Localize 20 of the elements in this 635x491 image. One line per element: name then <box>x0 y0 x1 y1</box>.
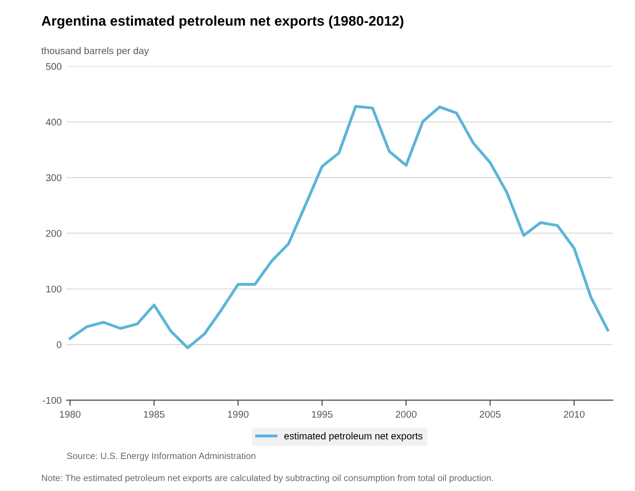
y-tick-label: 100 <box>46 286 62 292</box>
x-tick-label: 1985 <box>144 410 164 418</box>
text: Note: The estimated petroleum net exports are calculated by subtracting oil consumption from total oil production. <box>42 474 493 483</box>
y-tick-label: 0 <box>56 341 62 348</box>
x-tick-label: 1980 <box>60 410 80 418</box>
y-tick-label: 500 <box>46 63 62 70</box>
legend-label: estimated petroleum net exports <box>284 432 422 442</box>
y-tick-label: 300 <box>46 174 62 182</box>
source-note: Source: U.S. Energy Information Administration <box>67 452 256 461</box>
chart-title: Argentina estimated petroleum net exports (1980-2012) <box>42 16 404 29</box>
x-tick-label: 2000 <box>396 410 417 418</box>
y-tick-label: -100 <box>42 396 62 404</box>
y-tick-label: 200 <box>46 230 62 237</box>
x-tick-label: 2010 <box>564 410 585 418</box>
line-series <box>68 104 610 350</box>
y-axis-title: thousand barrels per day <box>41 47 149 56</box>
y-tick-label: 400 <box>46 118 62 126</box>
x-tick-label: 1990 <box>228 410 248 418</box>
x-tick-label: 1995 <box>312 410 332 418</box>
x-tick-label: 2005 <box>480 410 501 418</box>
